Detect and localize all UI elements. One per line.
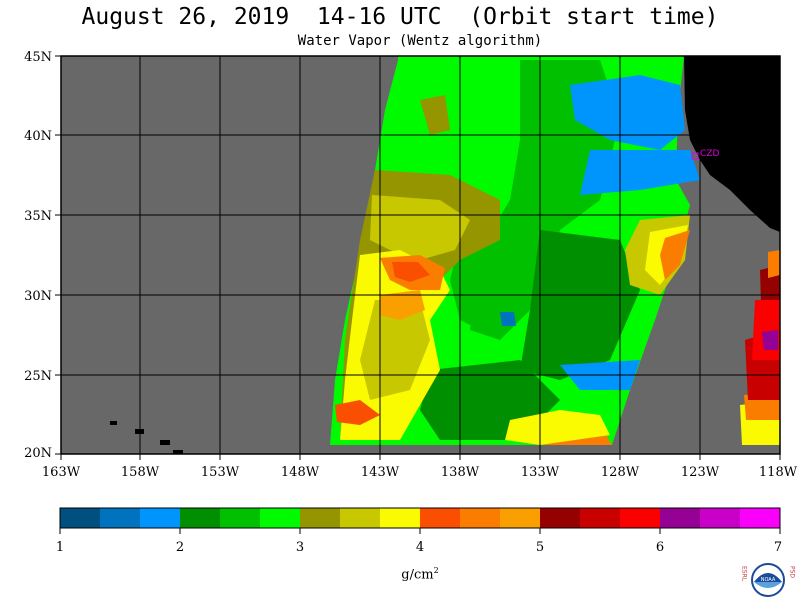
colorbar-swatch — [500, 508, 541, 528]
chart-title: August 26, 2019 14-16 UTC (Orbit start t… — [81, 4, 719, 30]
land-california — [684, 56, 780, 232]
swath-orange-3 — [380, 290, 425, 320]
unit-text: g/cm — [401, 567, 434, 583]
lon-label: 143W — [361, 465, 400, 480]
lon-label: 163W — [42, 465, 81, 480]
lon-label: 123W — [681, 465, 720, 480]
lon-label: 133W — [521, 465, 560, 480]
station-marker-icon — [691, 152, 699, 160]
swath-blue-north — [570, 75, 685, 150]
colorbar-swatch — [660, 508, 701, 528]
colorbar-swatch — [380, 508, 421, 528]
swath-orange-4 — [335, 400, 380, 425]
east-strip-red — [752, 300, 780, 360]
colorbar-swatch — [460, 508, 501, 528]
colorbar-swatch — [700, 508, 741, 528]
lat-labels: 45N 40N 35N 30N 25N 20N — [24, 50, 52, 461]
colorbar-tick-label: 4 — [416, 540, 424, 555]
psd-letters: PSD — [789, 566, 796, 578]
lon-label: 138W — [441, 465, 480, 480]
swath-east-arc-orange — [660, 230, 690, 280]
lat-label: 40N — [24, 129, 52, 144]
lon-label: 148W — [281, 465, 320, 480]
colorbar-swatch — [100, 508, 141, 528]
lat-label: 25N — [24, 369, 52, 384]
swath-yellow-south — [505, 410, 610, 445]
swath-orange-2 — [392, 262, 430, 282]
lat-label: 45N — [24, 50, 52, 65]
colorbar-swatch — [140, 508, 181, 528]
island-hawaii — [173, 450, 183, 454]
swath-blue-spot — [500, 312, 516, 326]
island-kauai — [110, 421, 117, 425]
colorbar-tick-label: 2 — [176, 540, 184, 555]
east-strip-purple — [762, 330, 778, 350]
colorbar-swatch — [620, 508, 661, 528]
island-maui — [160, 440, 170, 445]
lat-label: 20N — [24, 446, 52, 461]
lat-label: 30N — [24, 289, 52, 304]
lat-lon-grid — [61, 56, 780, 454]
noaa-wave-icon — [754, 582, 782, 588]
lon-label: 118W — [759, 465, 798, 480]
colorbar-swatch — [260, 508, 301, 528]
colorbar-tick-label: 3 — [296, 540, 304, 555]
east-strip-orange-top — [768, 250, 780, 278]
colorbar-ticks: 1 2 3 4 5 6 7 — [56, 528, 782, 555]
colorbar-unit-label: g/cm2 — [360, 566, 480, 582]
chart-subtitle: Water Vapor (Wentz algorithm) — [297, 33, 543, 49]
unit-exponent: 2 — [433, 566, 439, 575]
lon-label: 128W — [601, 465, 640, 480]
swath — [330, 56, 700, 445]
swath-east-strip — [740, 250, 780, 445]
colorbar-tick-label: 7 — [774, 540, 782, 555]
map-frame — [60, 55, 781, 455]
colorbar-swatch — [180, 508, 221, 528]
colorbar-tick-label: 5 — [536, 540, 544, 555]
axis-ticks — [55, 55, 781, 460]
colorbar-swatch — [580, 508, 621, 528]
colorbar-swatch — [740, 508, 781, 528]
colorbar-swatch — [340, 508, 381, 528]
noaa-emblem-text: NOAA — [761, 577, 776, 583]
colorbar-swatch — [540, 508, 581, 528]
lon-label: 153W — [201, 465, 240, 480]
colorbar-tick-label: 6 — [656, 540, 664, 555]
lon-labels: 163W 158W 153W 148W 143W 138W 133W 128W … — [42, 465, 798, 480]
colorbar-swatch — [220, 508, 261, 528]
swath-dark-green-2 — [520, 230, 640, 380]
noaa-bird-icon — [754, 573, 782, 582]
noaa-esrl-psd-logo: NOAA ESRL PSD — [741, 563, 796, 597]
station-label: CZD — [700, 149, 719, 159]
swath-olive-mid — [370, 195, 470, 260]
swath-olive-north — [420, 95, 450, 135]
colorbar-swatch — [300, 508, 341, 528]
swath-blue-northeast — [580, 150, 700, 195]
lat-label: 35N — [24, 209, 52, 224]
colorbar-tick-label: 1 — [56, 540, 64, 555]
esrl-letters: ESRL — [741, 566, 748, 582]
colorbar — [60, 508, 781, 528]
colorbar-swatch — [60, 508, 101, 528]
lon-label: 158W — [121, 465, 160, 480]
colorbar-swatch — [420, 508, 461, 528]
